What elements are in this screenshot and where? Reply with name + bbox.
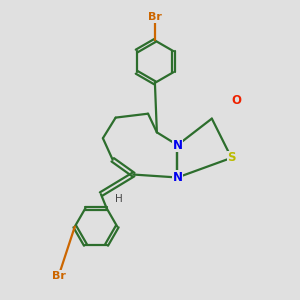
Text: N: N: [172, 139, 182, 152]
Text: O: O: [231, 94, 242, 107]
Text: S: S: [227, 152, 236, 164]
Text: N: N: [172, 171, 182, 184]
Text: Br: Br: [52, 271, 66, 281]
Text: Br: Br: [148, 13, 162, 22]
Text: H: H: [115, 194, 122, 204]
